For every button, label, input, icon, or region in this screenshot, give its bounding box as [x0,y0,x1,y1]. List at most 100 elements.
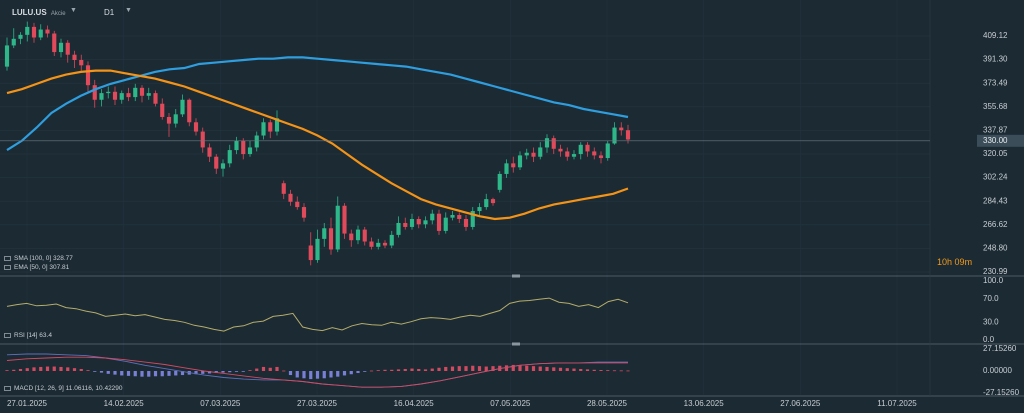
symbol-selector[interactable]: LULU.US Akcie [12,8,66,20]
panel-resize-handle[interactable] [512,342,520,346]
macd-histogram-bar [5,370,9,371]
price-tick-label: 373.49 [983,78,1008,87]
candle-body [511,163,516,168]
candle-body [281,183,286,194]
macd-histogram-bar [309,371,313,380]
current-price-value: 330.00 [983,136,1008,145]
candle-body [389,234,394,246]
candle-body [31,26,37,38]
panel-resize-handle[interactable] [512,274,520,278]
x-axis-labels: 27.01.2025 14.02.2025 07.03.2025 27.03.2025… [7,399,917,408]
candle-body [450,215,455,218]
macd-histogram-bar [241,371,245,372]
candle-body [349,233,354,241]
macd-histogram-bar [538,366,542,371]
macd-histogram-bar [275,366,279,371]
macd-histogram-bar [234,371,239,372]
candle-body [369,241,374,247]
macd-histogram-bar [511,364,515,371]
chevron-down-icon[interactable]: ▼ [125,7,132,14]
candle-body [254,135,259,148]
macd-histogram-bar [214,371,218,374]
candle-body [578,144,583,155]
candle-body [25,26,30,35]
macd-histogram-bar [126,371,131,376]
candle-body [126,93,131,98]
legend-ema[interactable]: EMA [50, 0] 307.81 [4,264,69,271]
macd-histogram-bar [606,370,610,371]
macd-histogram-bar [295,371,299,378]
chevron-down-icon[interactable]: ▼ [70,7,77,14]
macd-histogram-bar [626,370,630,372]
candle-body [79,60,84,66]
macd-histogram-bar [349,371,353,375]
macd-histogram-bar [531,366,536,371]
candle-body [106,91,111,94]
panel-separators [0,0,1024,397]
macd-histogram-bar [201,371,205,374]
candle-body [558,148,563,152]
countdown-hours: 10h [937,257,953,267]
rsi-panel[interactable] [6,297,629,332]
macd-histogram-bar [444,366,448,371]
price-tick-label: 391.30 [983,55,1008,64]
countdown-unit: m [964,257,973,267]
macd-histogram-bar [93,371,97,372]
candle-body [612,127,617,144]
legend-macd[interactable]: MACD [12, 26, 9] 11.06116, 10.42290 [4,385,123,392]
candle-body [65,42,70,55]
macd-panel[interactable] [5,353,630,388]
macd-histogram-bar [45,366,50,371]
macd-histogram-bar [383,369,387,371]
price-tick-label: 355.68 [983,102,1008,111]
macd-histogram-bar [133,371,137,377]
indicator-icon [4,256,11,261]
candle-body [396,222,401,235]
candle-body [463,218,469,227]
candle-body [551,138,556,149]
rsi-tick-label: 70.0 [983,294,999,303]
candle-body [295,201,300,208]
candle-body [504,163,509,174]
candle-body [484,199,489,208]
macd-histogram-bar [255,368,259,371]
countdown-minutes: 09 [954,257,965,267]
macd-histogram-bar [457,366,461,371]
candle-body [571,154,577,157]
candle-body [288,193,293,202]
candle-body [241,140,246,155]
date-tick-label: 13.06.2025 [684,399,725,408]
macd-histogram-bar [72,368,77,371]
candle-body [274,118,280,132]
timeframe-label: D1 [104,8,115,17]
macd-histogram-bar [579,368,583,371]
candle-body [153,93,158,104]
rsi-tick-label: 30.0 [983,317,999,326]
candle-body [625,130,631,140]
macd-histogram-bar [59,366,63,371]
macd-histogram-bar [484,366,488,371]
candle-body [72,54,77,61]
candle-body [342,205,347,234]
macd-histogram-bar [120,371,124,376]
macd-histogram-bar [106,371,110,374]
macd-histogram-bar [619,370,623,372]
candle-body [490,199,496,204]
candle-body [227,150,232,164]
macd-histogram-bar [113,371,117,375]
rsi-tick-label: 0.0 [983,335,995,344]
price-panel[interactable] [0,21,930,266]
indicator-icon [4,265,11,270]
candle-body [376,242,381,247]
candlestick-series [4,21,631,266]
timeframe-selector[interactable]: D1 [104,8,114,20]
macd-histogram-bar [410,368,414,371]
legend-sma[interactable]: SMA [100, 0] 328.77 [4,255,73,262]
macd-histogram-bar [140,371,144,377]
candle-body [457,215,462,219]
macd-histogram-bar [228,371,232,373]
candle-body [52,33,57,53]
candle-body [605,143,610,159]
legend-rsi[interactable]: RSI [14] 63.4 [4,332,52,339]
